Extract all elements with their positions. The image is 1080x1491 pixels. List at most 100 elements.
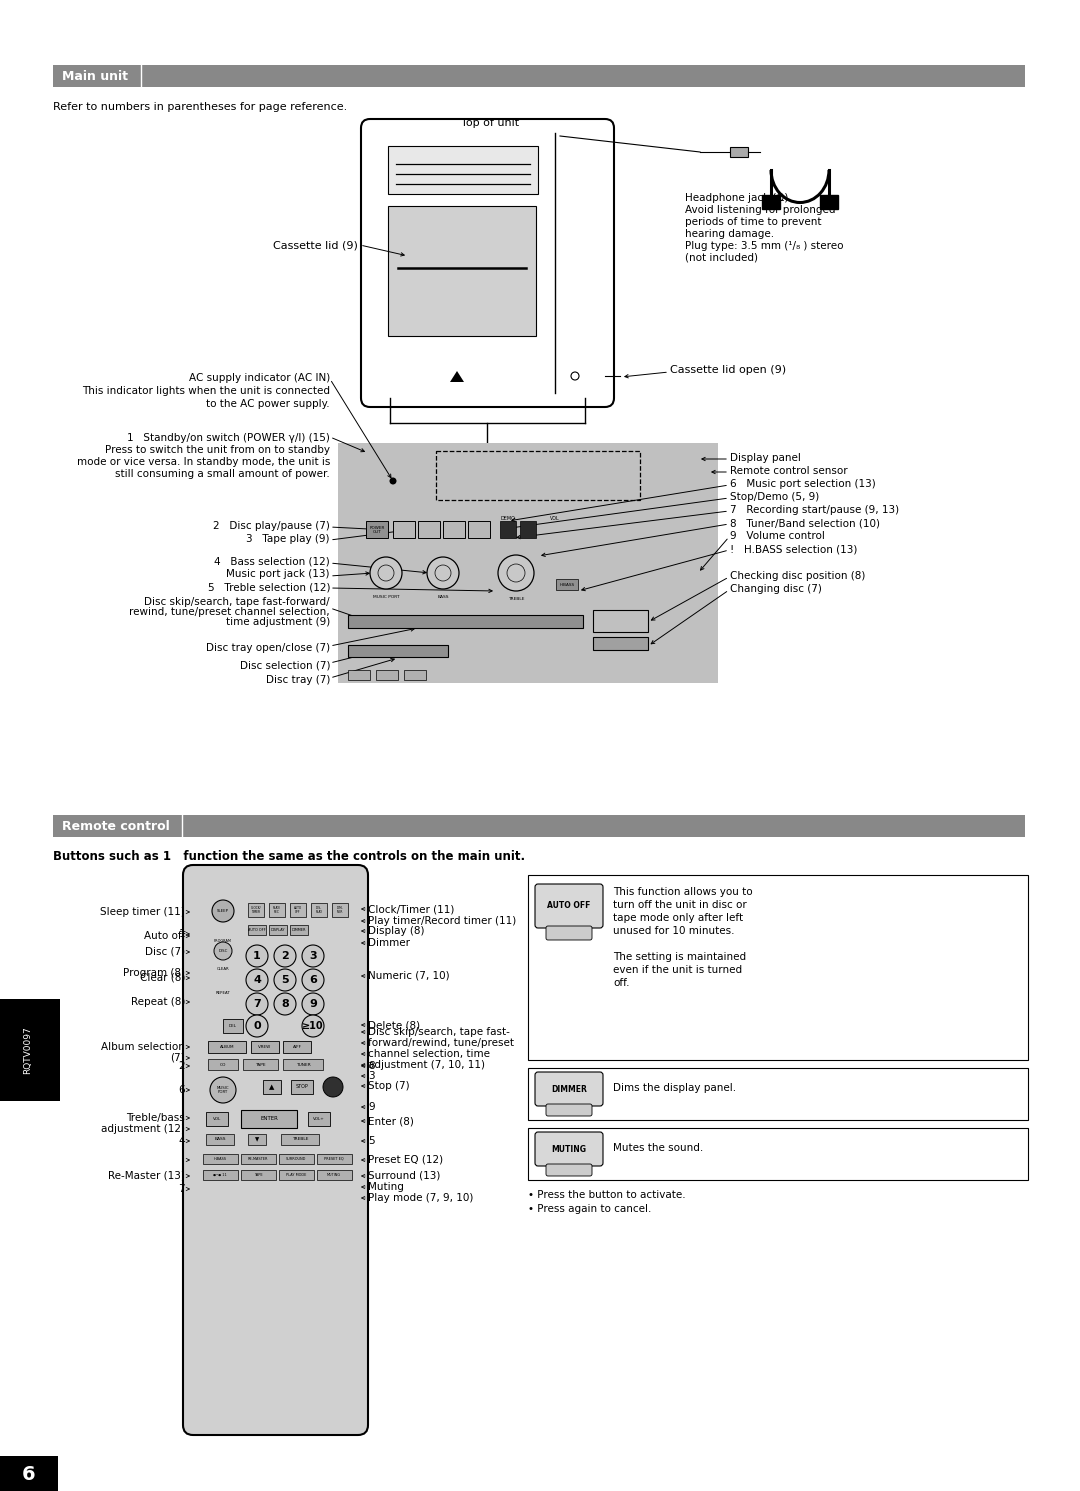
- Text: AUTO
OFF: AUTO OFF: [294, 905, 302, 914]
- Bar: [348, 614, 583, 628]
- FancyBboxPatch shape: [535, 1132, 603, 1166]
- Text: Play mode (7, 9, 10): Play mode (7, 9, 10): [368, 1193, 473, 1203]
- Text: 8: 8: [368, 1062, 375, 1071]
- Text: RQTV0097: RQTV0097: [24, 1026, 32, 1074]
- Bar: [388, 146, 538, 194]
- Text: turn off the unit in disc or: turn off the unit in disc or: [613, 901, 746, 910]
- Circle shape: [302, 1015, 324, 1038]
- Text: 9: 9: [309, 999, 316, 1009]
- Text: 5   Treble selection (12): 5 Treble selection (12): [207, 581, 330, 592]
- Text: AUTO OFF: AUTO OFF: [248, 927, 266, 932]
- Circle shape: [246, 969, 268, 992]
- FancyBboxPatch shape: [361, 119, 615, 407]
- Text: DISPLAY: DISPLAY: [271, 927, 285, 932]
- Bar: [248, 904, 264, 917]
- Text: 1   Standby/on switch (POWER γ/l) (15): 1 Standby/on switch (POWER γ/l) (15): [127, 432, 330, 443]
- Bar: [418, 520, 440, 538]
- Text: Display (8): Display (8): [368, 926, 424, 936]
- Text: DIM-
MER: DIM- MER: [337, 905, 343, 914]
- Text: DISC: DISC: [218, 948, 228, 953]
- Bar: [318, 1170, 352, 1179]
- Text: ≥10: ≥10: [302, 1021, 324, 1030]
- Bar: [348, 669, 370, 680]
- Bar: [279, 1154, 314, 1164]
- Text: 6: 6: [23, 1464, 36, 1484]
- Bar: [241, 1170, 276, 1179]
- Bar: [593, 637, 648, 650]
- Text: 1: 1: [178, 929, 185, 939]
- Text: MUSIC
PORT: MUSIC PORT: [217, 1085, 229, 1094]
- Bar: [311, 904, 327, 917]
- Text: Program (8): Program (8): [123, 968, 185, 978]
- Text: Auto off: Auto off: [144, 930, 185, 941]
- Circle shape: [302, 969, 324, 992]
- Text: unused for 10 minutes.: unused for 10 minutes.: [613, 926, 734, 936]
- Text: Remote control sensor: Remote control sensor: [730, 467, 848, 476]
- Text: Delete (8): Delete (8): [368, 1020, 420, 1030]
- Text: forward/rewind, tune/preset: forward/rewind, tune/preset: [368, 1038, 514, 1048]
- Text: ▼: ▼: [255, 1138, 259, 1142]
- Text: 3: 3: [309, 951, 316, 962]
- Text: AUTO OFF: AUTO OFF: [548, 902, 591, 911]
- Text: still consuming a small amount of power.: still consuming a small amount of power.: [116, 470, 330, 479]
- Text: • Press the button to activate.: • Press the button to activate.: [528, 1190, 686, 1200]
- Circle shape: [246, 945, 268, 968]
- Text: 6: 6: [178, 1085, 185, 1094]
- Bar: [206, 1112, 228, 1126]
- Bar: [203, 1170, 238, 1179]
- Text: 2: 2: [281, 951, 288, 962]
- Text: Checking disc position (8): Checking disc position (8): [730, 571, 865, 581]
- Text: Buttons such as 1   function the same as the controls on the main unit.: Buttons such as 1 function the same as t…: [53, 850, 525, 863]
- Text: DIS-
PLAY: DIS- PLAY: [315, 905, 323, 914]
- Bar: [519, 520, 536, 538]
- Bar: [283, 1041, 311, 1053]
- Text: Dimmer: Dimmer: [368, 938, 410, 948]
- Text: MUTING: MUTING: [327, 1173, 341, 1176]
- Text: 3   Tape play (9): 3 Tape play (9): [246, 534, 330, 544]
- Bar: [404, 669, 426, 680]
- Text: 6: 6: [309, 975, 316, 986]
- Text: V.REW: V.REW: [258, 1045, 272, 1050]
- Bar: [241, 1154, 276, 1164]
- Text: Stop/Demo (5, 9): Stop/Demo (5, 9): [730, 492, 820, 502]
- Bar: [281, 1135, 319, 1145]
- Text: Surround (13): Surround (13): [368, 1170, 441, 1181]
- Text: mode or vice versa. In standby mode, the unit is: mode or vice versa. In standby mode, the…: [77, 458, 330, 467]
- Text: Numeric (7, 10): Numeric (7, 10): [368, 971, 449, 981]
- FancyBboxPatch shape: [535, 1072, 603, 1106]
- Text: Disc selection (7): Disc selection (7): [240, 661, 330, 671]
- Bar: [251, 1041, 279, 1053]
- Text: periods of time to prevent: periods of time to prevent: [685, 218, 822, 227]
- Circle shape: [498, 555, 534, 590]
- Text: !: !: [180, 1156, 185, 1164]
- Text: 8   Tuner/Band selection (10): 8 Tuner/Band selection (10): [730, 517, 880, 528]
- Text: ▲: ▲: [269, 1084, 274, 1090]
- Text: SLEEP: SLEEP: [217, 910, 229, 912]
- Text: Disc tray open/close (7): Disc tray open/close (7): [206, 643, 330, 653]
- Circle shape: [390, 477, 396, 485]
- Text: REPEAT: REPEAT: [216, 992, 230, 994]
- Bar: [593, 610, 648, 632]
- Bar: [556, 579, 578, 590]
- Text: ENTER: ENTER: [260, 1117, 278, 1121]
- Text: RE-MASTER: RE-MASTER: [247, 1157, 268, 1161]
- Circle shape: [274, 969, 296, 992]
- Text: TUNER: TUNER: [296, 1063, 310, 1066]
- Bar: [264, 1079, 281, 1094]
- Text: 6   Music port selection (13): 6 Music port selection (13): [730, 479, 876, 489]
- Text: Disc skip/search, tape fast-: Disc skip/search, tape fast-: [368, 1027, 510, 1038]
- Text: 2: 2: [178, 1062, 185, 1071]
- Text: VOL+: VOL+: [313, 1117, 325, 1121]
- Text: 5: 5: [368, 1136, 375, 1147]
- Circle shape: [212, 901, 234, 921]
- Bar: [528, 1129, 1028, 1179]
- Text: Cassette lid open (9): Cassette lid open (9): [670, 365, 786, 376]
- FancyBboxPatch shape: [546, 1103, 592, 1115]
- Bar: [730, 148, 748, 157]
- Text: CO: CO: [220, 1063, 226, 1066]
- Text: Cassette lid (9): Cassette lid (9): [273, 240, 357, 250]
- Text: STOP: STOP: [296, 1084, 309, 1090]
- Text: BASS: BASS: [437, 595, 449, 599]
- Text: 9   Volume control: 9 Volume control: [730, 531, 825, 541]
- Text: even if the unit is turned: even if the unit is turned: [613, 965, 742, 975]
